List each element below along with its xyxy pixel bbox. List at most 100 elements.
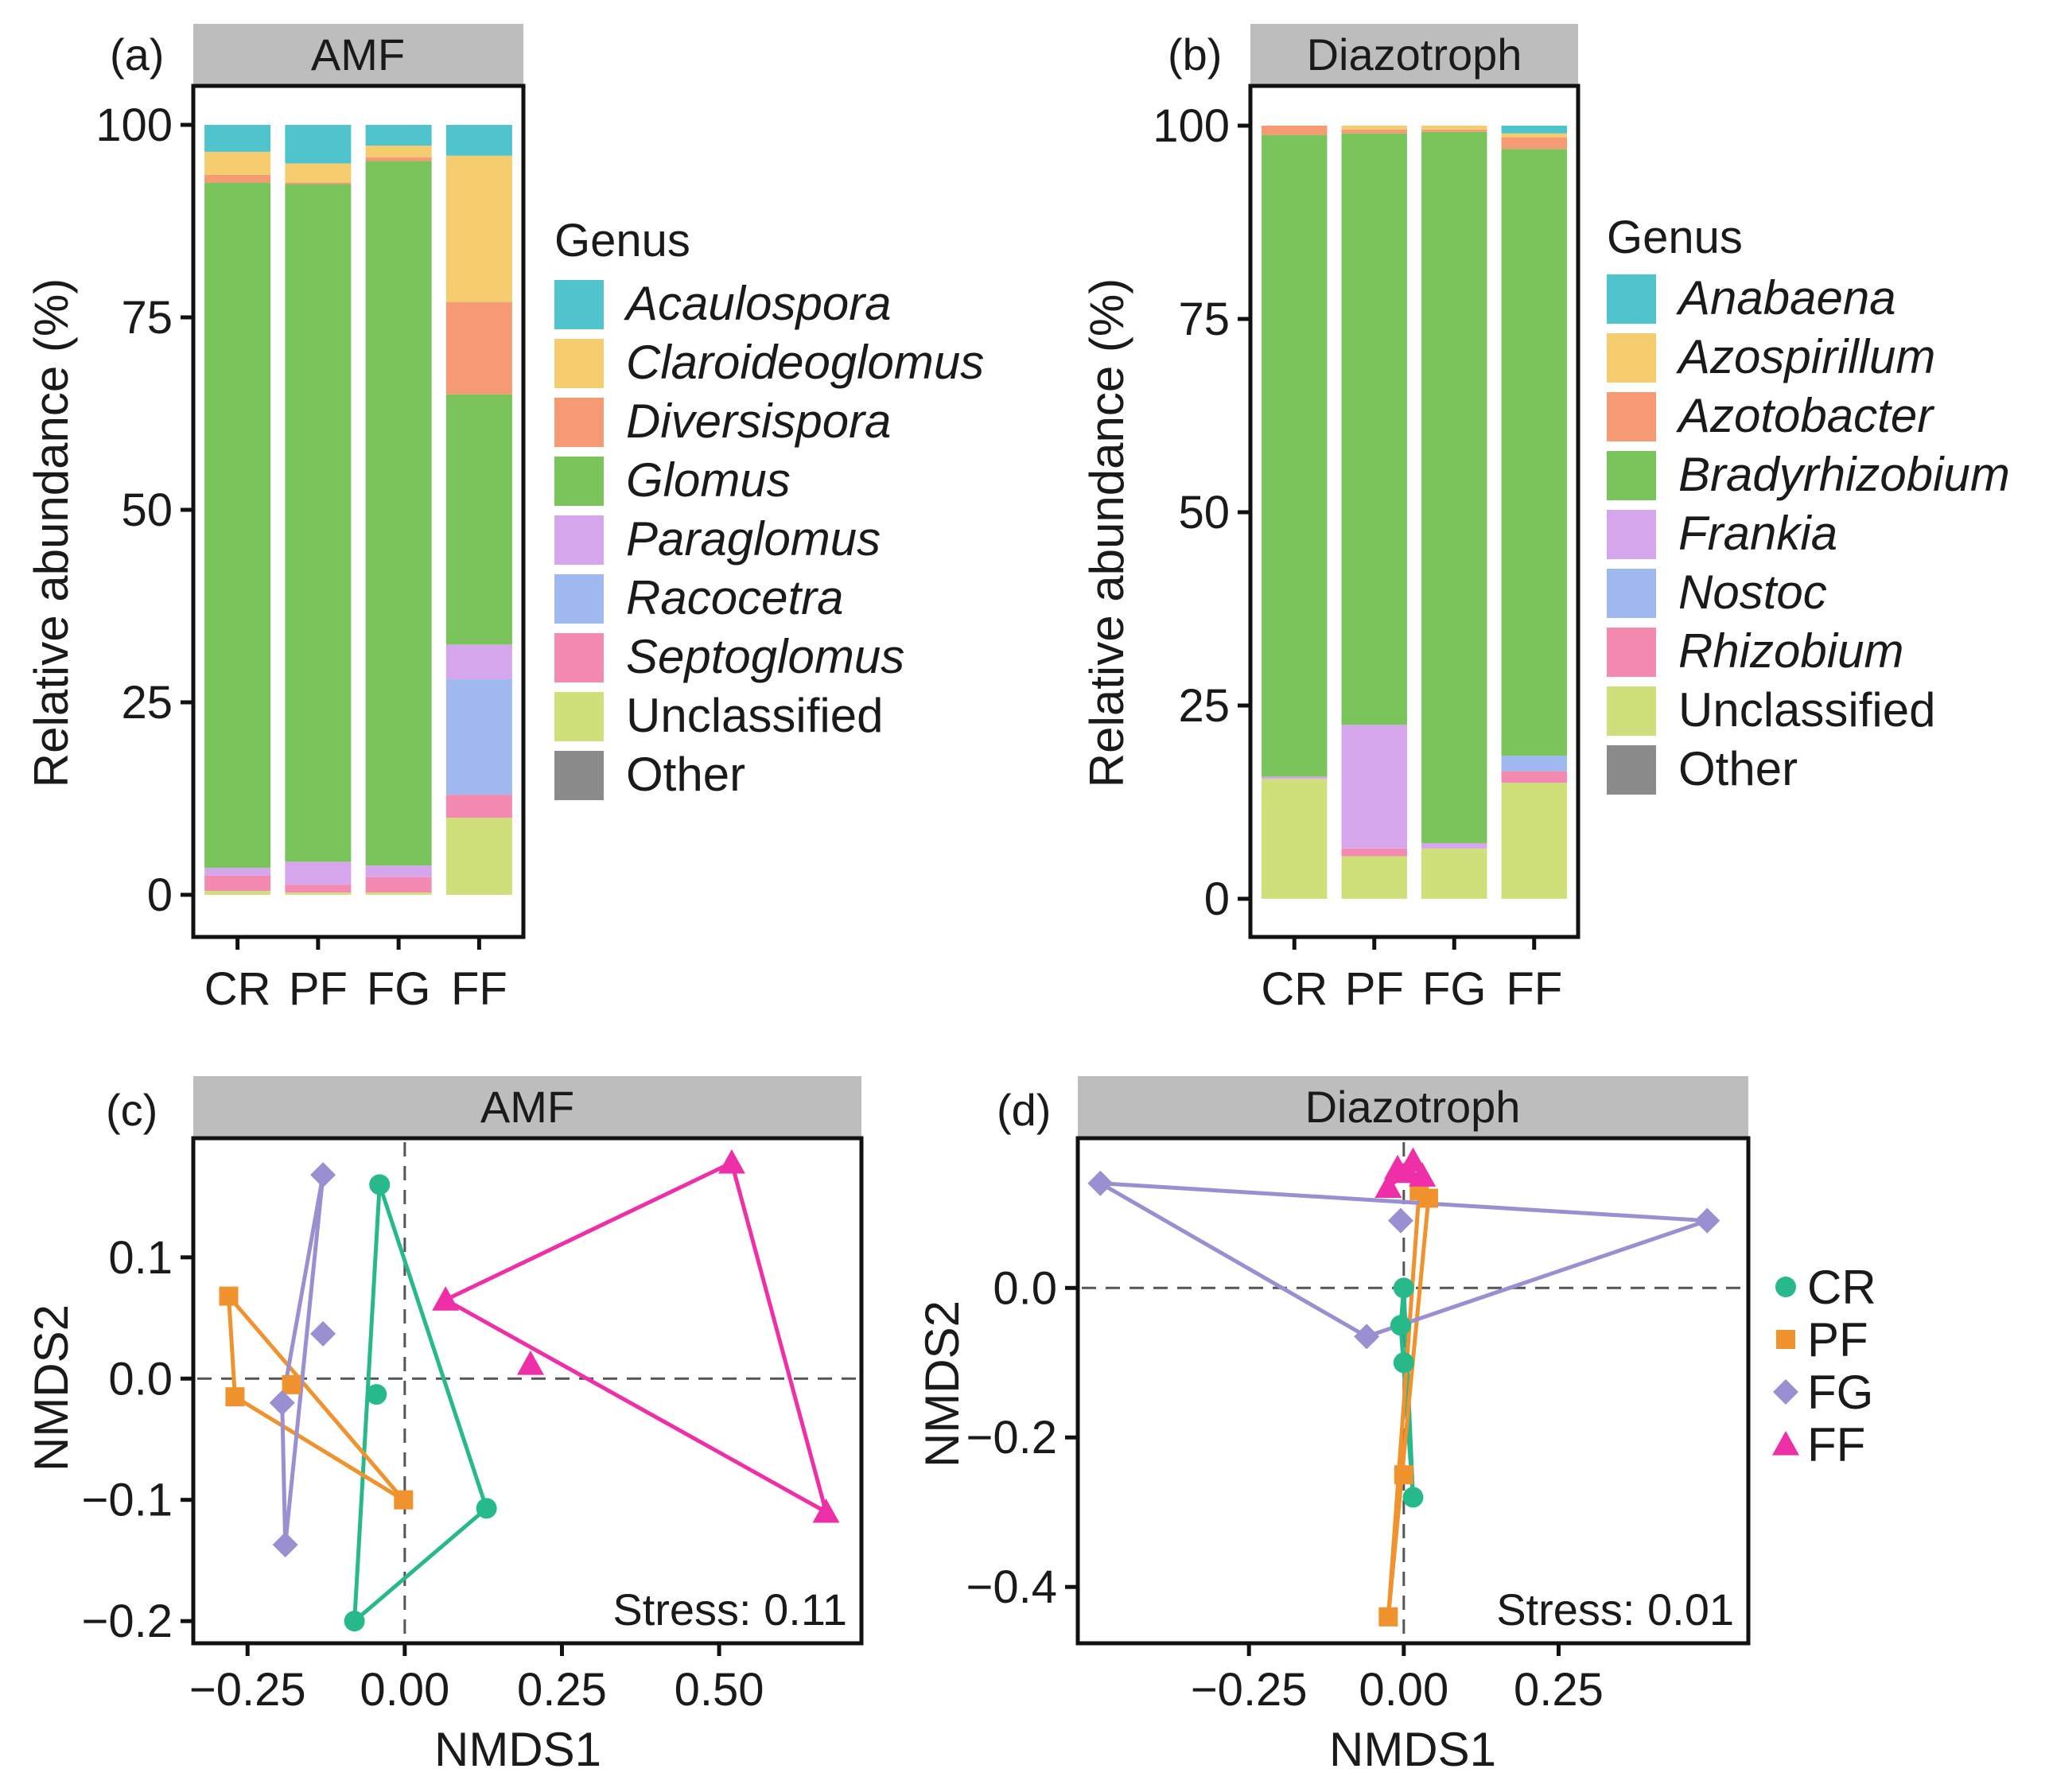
a-ytick-label: 100	[95, 99, 173, 151]
panel-a-x-axis: CR PF FG FF	[204, 937, 507, 1015]
b-legend-swatch-anabaena	[1607, 274, 1656, 324]
a-bar-FF-glomus	[445, 394, 512, 645]
b-bar-FF-nostoc	[1501, 756, 1567, 772]
panel-c-x-axis: −0.25 0.00 0.25 0.50	[189, 1643, 764, 1716]
panel-d-stress: Stress: 0.01	[1496, 1584, 1734, 1635]
panel-a-y-axis: 0 25 50 75 100	[95, 99, 193, 921]
panel-d-strip	[1078, 1076, 1748, 1138]
d-point-ff	[1409, 1162, 1437, 1187]
panel-c-xlabel: NMDS1	[434, 1723, 601, 1776]
b-legend-label-frankia: Frankia	[1678, 507, 1837, 560]
b-xtick-label: CR	[1261, 963, 1328, 1015]
a-bar-PF-glomus	[285, 184, 352, 862]
c-point-ff	[717, 1149, 745, 1174]
c-point-fg	[272, 1532, 298, 1558]
b-legend-label-nostoc: Nostoc	[1678, 566, 1827, 619]
d-xtick-label: 0.00	[1359, 1664, 1448, 1716]
b-ytick-label: 25	[1178, 680, 1230, 732]
c-ytick-label: 0.1	[108, 1232, 173, 1284]
a-bar-CR-septoglomus	[204, 875, 271, 892]
d-legend-marker-fg	[1773, 1379, 1798, 1405]
panel-a-legend: Acaulospora Claroideoglomus DiversisporaGl…	[554, 277, 984, 801]
d-point-fg	[1087, 1170, 1114, 1196]
a-bar-FF-racocetra	[445, 678, 512, 795]
b-ytick-label: 0	[1204, 873, 1230, 925]
a-bar-CR-glomus	[204, 182, 271, 869]
panel-a-bars	[204, 125, 512, 895]
b-bar-FF-azotobacter	[1501, 137, 1567, 150]
panel-b-y-axis: 0 25 50 75 100	[1153, 100, 1250, 925]
d-point-cr	[1393, 1352, 1414, 1374]
b-bar-PF-rhizobium	[1341, 848, 1407, 857]
a-legend-label-racocetra: Racocetra	[626, 571, 843, 624]
a-bar-FG-claroideoglomus	[365, 146, 432, 157]
a-bar-FG-glomus	[365, 161, 432, 866]
panel-b-ylabel: Relative abundance (%)	[1080, 278, 1133, 787]
a-bar-FF-paraglomus	[445, 644, 512, 679]
c-xtick-label: −0.25	[189, 1664, 306, 1716]
a-bar-PF-claroideoglomus	[285, 163, 352, 183]
panel-d-x-axis: −0.25 0.00 0.25	[1191, 1643, 1604, 1716]
b-legend-swatch-frankia	[1607, 510, 1656, 559]
a-legend-label-claroideoglomus: Claroideoglomus	[626, 336, 984, 389]
b-bar-FG-azotobacter	[1421, 129, 1487, 132]
b-legend-label-azotobacter: Azotobacter	[1676, 389, 1934, 442]
b-ytick-label: 75	[1178, 293, 1230, 345]
d-legend-label-cr: CR	[1807, 1261, 1876, 1314]
b-legend-swatch-nostoc	[1607, 569, 1656, 618]
d-point-cr	[1402, 1487, 1424, 1508]
c-point-cr	[476, 1498, 497, 1519]
d-hull-pf	[1386, 1188, 1431, 1619]
a-bar-FF-septoglomus	[445, 795, 512, 818]
b-legend-label-rhizobium: Rhizobium	[1678, 624, 1903, 678]
a-legend-swatch-acaulospora	[554, 280, 604, 329]
b-bar-CR-unclassified	[1262, 779, 1328, 899]
d-point-fg	[1694, 1207, 1720, 1234]
b-bar-PF-azotobacter	[1341, 129, 1407, 134]
a-xtick-label: CR	[204, 963, 271, 1015]
c-ytick-label: −0.2	[82, 1596, 173, 1647]
a-bar-PF-diversispora	[285, 182, 352, 185]
c-point-ff	[516, 1350, 544, 1375]
panel-a-label: (a)	[110, 29, 164, 80]
panel-c: (c) AMF −0.2 −0.1 0.0 0.1 −0.25 0.00 0.25 0.50…	[25, 1076, 864, 1776]
a-legend-label-septoglomus: Septoglomus	[626, 630, 904, 683]
panel-c-label: (c)	[106, 1085, 157, 1135]
panel-a-strip	[193, 24, 523, 86]
c-hull-ff	[443, 1160, 828, 1514]
d-legend-label-pf: PF	[1807, 1313, 1868, 1366]
b-bar-PF-azospirillum	[1341, 126, 1407, 130]
panel-b-legend-title: Genus	[1607, 212, 1743, 263]
c-point-pf	[219, 1286, 239, 1306]
a-legend-label-glomus: Glomus	[626, 453, 791, 507]
panel-c-y-axis: −0.2 −0.1 0.0 0.1	[82, 1232, 193, 1647]
d-xtick-label: −0.25	[1191, 1664, 1308, 1716]
b-ytick-label: 100	[1153, 100, 1230, 152]
panel-a-legend-title: Genus	[554, 215, 690, 266]
d-point-fg	[1387, 1207, 1413, 1234]
c-ytick-label: −0.1	[82, 1475, 173, 1526]
b-bar-FG-frankia	[1421, 843, 1487, 849]
c-hull-pf	[227, 1294, 406, 1502]
a-bar-FG-paraglomus	[365, 865, 432, 877]
c-point-ff	[432, 1286, 460, 1311]
d-ytick-label: 0.0	[993, 1262, 1057, 1314]
d-legend-marker-ff	[1772, 1431, 1799, 1456]
a-legend-swatch-paraglomus	[554, 515, 604, 565]
a-bar-CR-paraglomus	[204, 868, 271, 876]
a-bar-FF-acaulospora	[445, 125, 512, 156]
c-ytick-label: 0.0	[108, 1353, 173, 1405]
c-point-fg	[269, 1390, 295, 1416]
a-bar-FF-diversispora	[445, 301, 512, 395]
a-ytick-label: 25	[121, 677, 173, 729]
a-xtick-label: PF	[289, 963, 348, 1015]
b-bar-FF-anabaena	[1501, 126, 1567, 134]
a-legend-swatch-claroideoglomus	[554, 339, 604, 388]
a-bar-FG-unclassified	[365, 892, 432, 895]
c-point-cr	[369, 1174, 391, 1195]
a-bar-PF-paraglomus	[285, 861, 352, 885]
a-ytick-label: 50	[121, 484, 173, 536]
a-legend-label-paraglomus: Paraglomus	[626, 512, 881, 566]
panel-c-frame	[191, 1136, 864, 1646]
